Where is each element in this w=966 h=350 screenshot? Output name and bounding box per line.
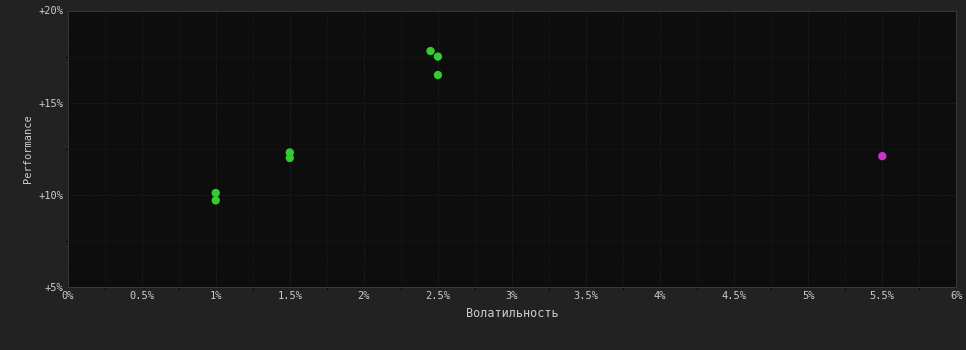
Point — [282, 155, 298, 161]
Point — [430, 54, 445, 60]
Point — [208, 197, 223, 203]
Point — [423, 48, 439, 54]
X-axis label: Волатильность: Волатильность — [466, 307, 558, 320]
Point — [430, 72, 445, 78]
Point — [282, 150, 298, 155]
Point — [874, 153, 890, 159]
Point — [208, 190, 223, 196]
Y-axis label: Performance: Performance — [23, 114, 33, 183]
